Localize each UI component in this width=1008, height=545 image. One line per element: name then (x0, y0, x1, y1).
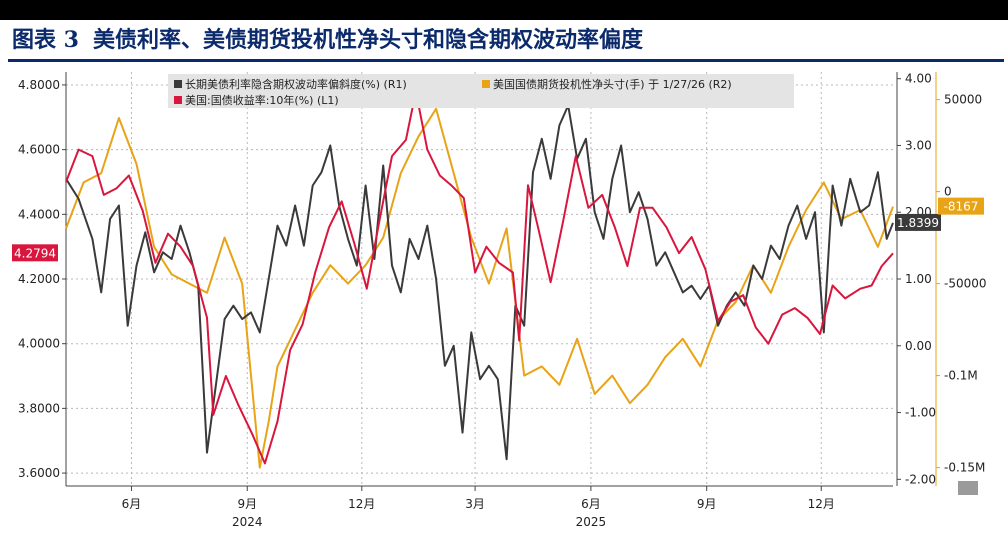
value-tag-label: 4.2794 (14, 246, 56, 260)
left-axis-tick-label: 4.8000 (18, 78, 60, 92)
year-label: 2025 (576, 515, 607, 529)
bottom-axis-tick-label: 6月 (581, 497, 601, 511)
right-axis-r1-tick-label: -2.00 (905, 472, 936, 486)
value-tag (895, 213, 941, 231)
left-axis-tick-label: 4.2000 (18, 272, 60, 286)
value-tag (12, 244, 58, 262)
right-axis-r2-tick-label: -0.15M (944, 461, 985, 475)
left-axis-tick-label: 3.8000 (18, 401, 60, 415)
right-axis-r2-tick-label: 50000 (944, 93, 982, 107)
bottom-axis-tick-label: 3月 (465, 497, 485, 511)
right-axis-r1-tick-label: 3.00 (905, 138, 932, 152)
right-axis-r2-tick-label: -50000 (944, 277, 987, 291)
year-label: 2024 (232, 515, 263, 529)
value-tag (938, 197, 984, 215)
right-axis-r1-tick-label: 4.00 (905, 72, 932, 86)
value-tag-label: -8167 (944, 200, 979, 214)
right-axis-r2-tick-label: 0 (944, 185, 952, 199)
bottom-axis-tick-label: 12月 (348, 497, 375, 511)
figure-title-text: 美债利率、美债期货投机性净头寸和隐含期权波动率偏度 (92, 27, 643, 53)
right-axis-r1-tick-label: 1.00 (905, 272, 932, 286)
figure-title: 图表 3 美债利率、美债期货投机性净头寸和隐含期权波动率偏度 (12, 24, 657, 56)
left-axis-tick-label: 3.6000 (18, 466, 60, 480)
left-axis-tick-label: 4.6000 (18, 143, 60, 157)
legend-label: 美国:国债收益率:10年(%) (L1) (185, 93, 339, 107)
top-black-bar (0, 0, 1008, 20)
title-underline (8, 59, 1004, 62)
chart-frame: 3.6000 3.8000 4.0000 4.2000 4.4000 4.6000 4.80… (8, 64, 1004, 541)
chart-corner-icon (958, 481, 978, 495)
bottom-axis-tick-label: 6月 (122, 497, 142, 511)
bottom-axis-tick-label: 12月 (808, 497, 835, 511)
series-line (65, 90, 894, 465)
legend-label: 长期美债利率隐含期权波动率偏斜度(%) (R1) (185, 77, 407, 91)
legend-label: 美国国债期货投机性净头寸(手) 于 1/27/26 (R2) (493, 77, 732, 91)
bottom-axis-tick-label: 9月 (697, 497, 717, 511)
left-axis-tick-label: 4.4000 (18, 207, 60, 221)
figure-number: 图表 3 (12, 27, 79, 53)
chart-svg: 3.6000 3.8000 4.0000 4.2000 4.4000 4.6000 4.80… (12, 72, 987, 529)
series-line (65, 107, 894, 469)
right-axis-r1-tick-label: -1.00 (905, 406, 936, 420)
legend-swatch (482, 80, 490, 88)
legend-swatch (174, 96, 182, 104)
series-line (65, 104, 894, 461)
legend-swatch (174, 80, 182, 88)
legend-box (168, 74, 794, 108)
right-axis-r1-tick-label: 0.00 (905, 339, 932, 353)
left-axis-tick-label: 4.0000 (18, 337, 60, 351)
bottom-axis-tick-label: 9月 (237, 497, 257, 511)
value-tag-label: 1.8399 (897, 216, 939, 230)
right-axis-r2-tick-label: -0.1M (944, 369, 978, 383)
